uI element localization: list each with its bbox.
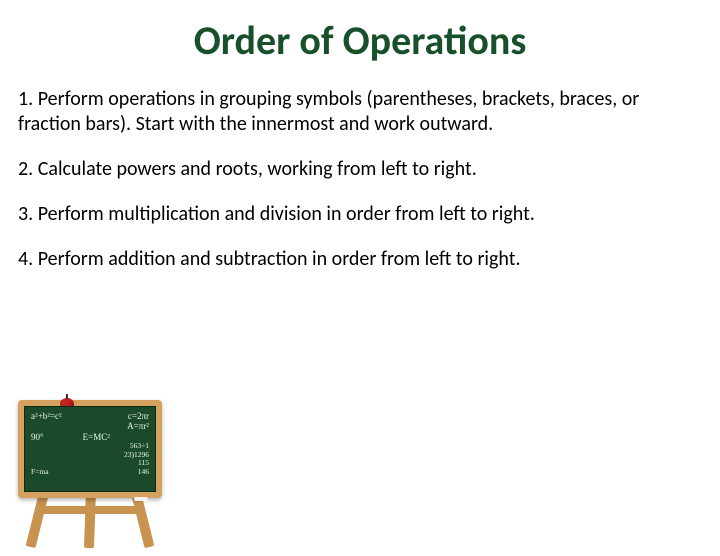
chalkboard-illustration: a²+b²=c² c=2πr A=πr² 90° E=MC² 563÷1 23)… [6,388,174,548]
chalk-text: F=ma [31,468,49,477]
rule-item: 2. Calculate powers and roots, working f… [18,157,700,182]
chalk-text: E=MC² [83,432,110,442]
easel-crossbar-icon [42,506,138,514]
chalk-text: 146 [138,468,149,477]
chalkboard-surface: a²+b²=c² c=2πr A=πr² 90° E=MC² 563÷1 23)… [24,406,156,492]
rule-item: 4. Perform addition and subtraction in o… [18,247,700,272]
chalk-icon [134,497,148,501]
chalk-text: 90° [31,432,44,442]
chalk-text: A=πr² [127,421,149,431]
rule-item: 1. Perform operations in grouping symbol… [18,87,700,137]
page-title: Order of Operations [0,16,720,65]
easel-leg-icon [84,490,96,548]
rule-item: 3. Perform multiplication and division i… [18,202,700,227]
rules-list: 1. Perform operations in grouping symbol… [0,87,720,272]
chalk-text: a²+b²=c² [31,411,62,421]
board-frame-icon: a²+b²=c² c=2πr A=πr² 90° E=MC² 563÷1 23)… [18,400,162,498]
chalk-text: c=2πr [128,411,149,421]
